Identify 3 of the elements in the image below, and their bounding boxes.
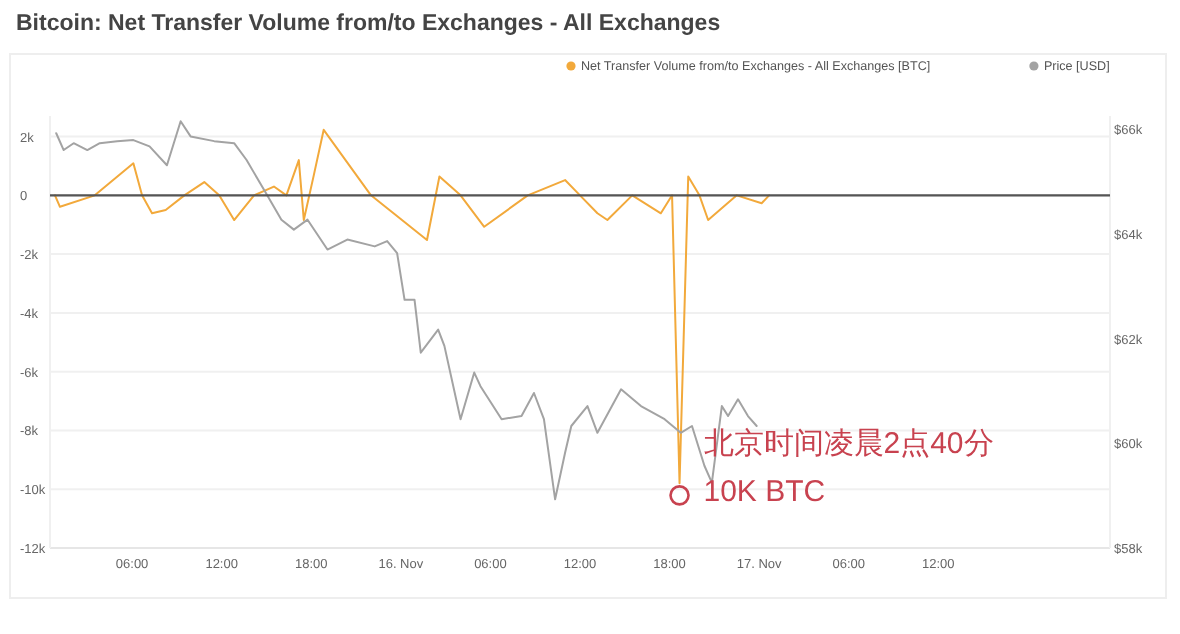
annotation: 10K BTC <box>703 475 826 510</box>
chart-title: Bitcoin: Net Transfer Volume from/to Exchanges - All Exchanges <box>16 12 721 36</box>
annotation: 北京时间凌晨2点40分 <box>703 427 994 462</box>
